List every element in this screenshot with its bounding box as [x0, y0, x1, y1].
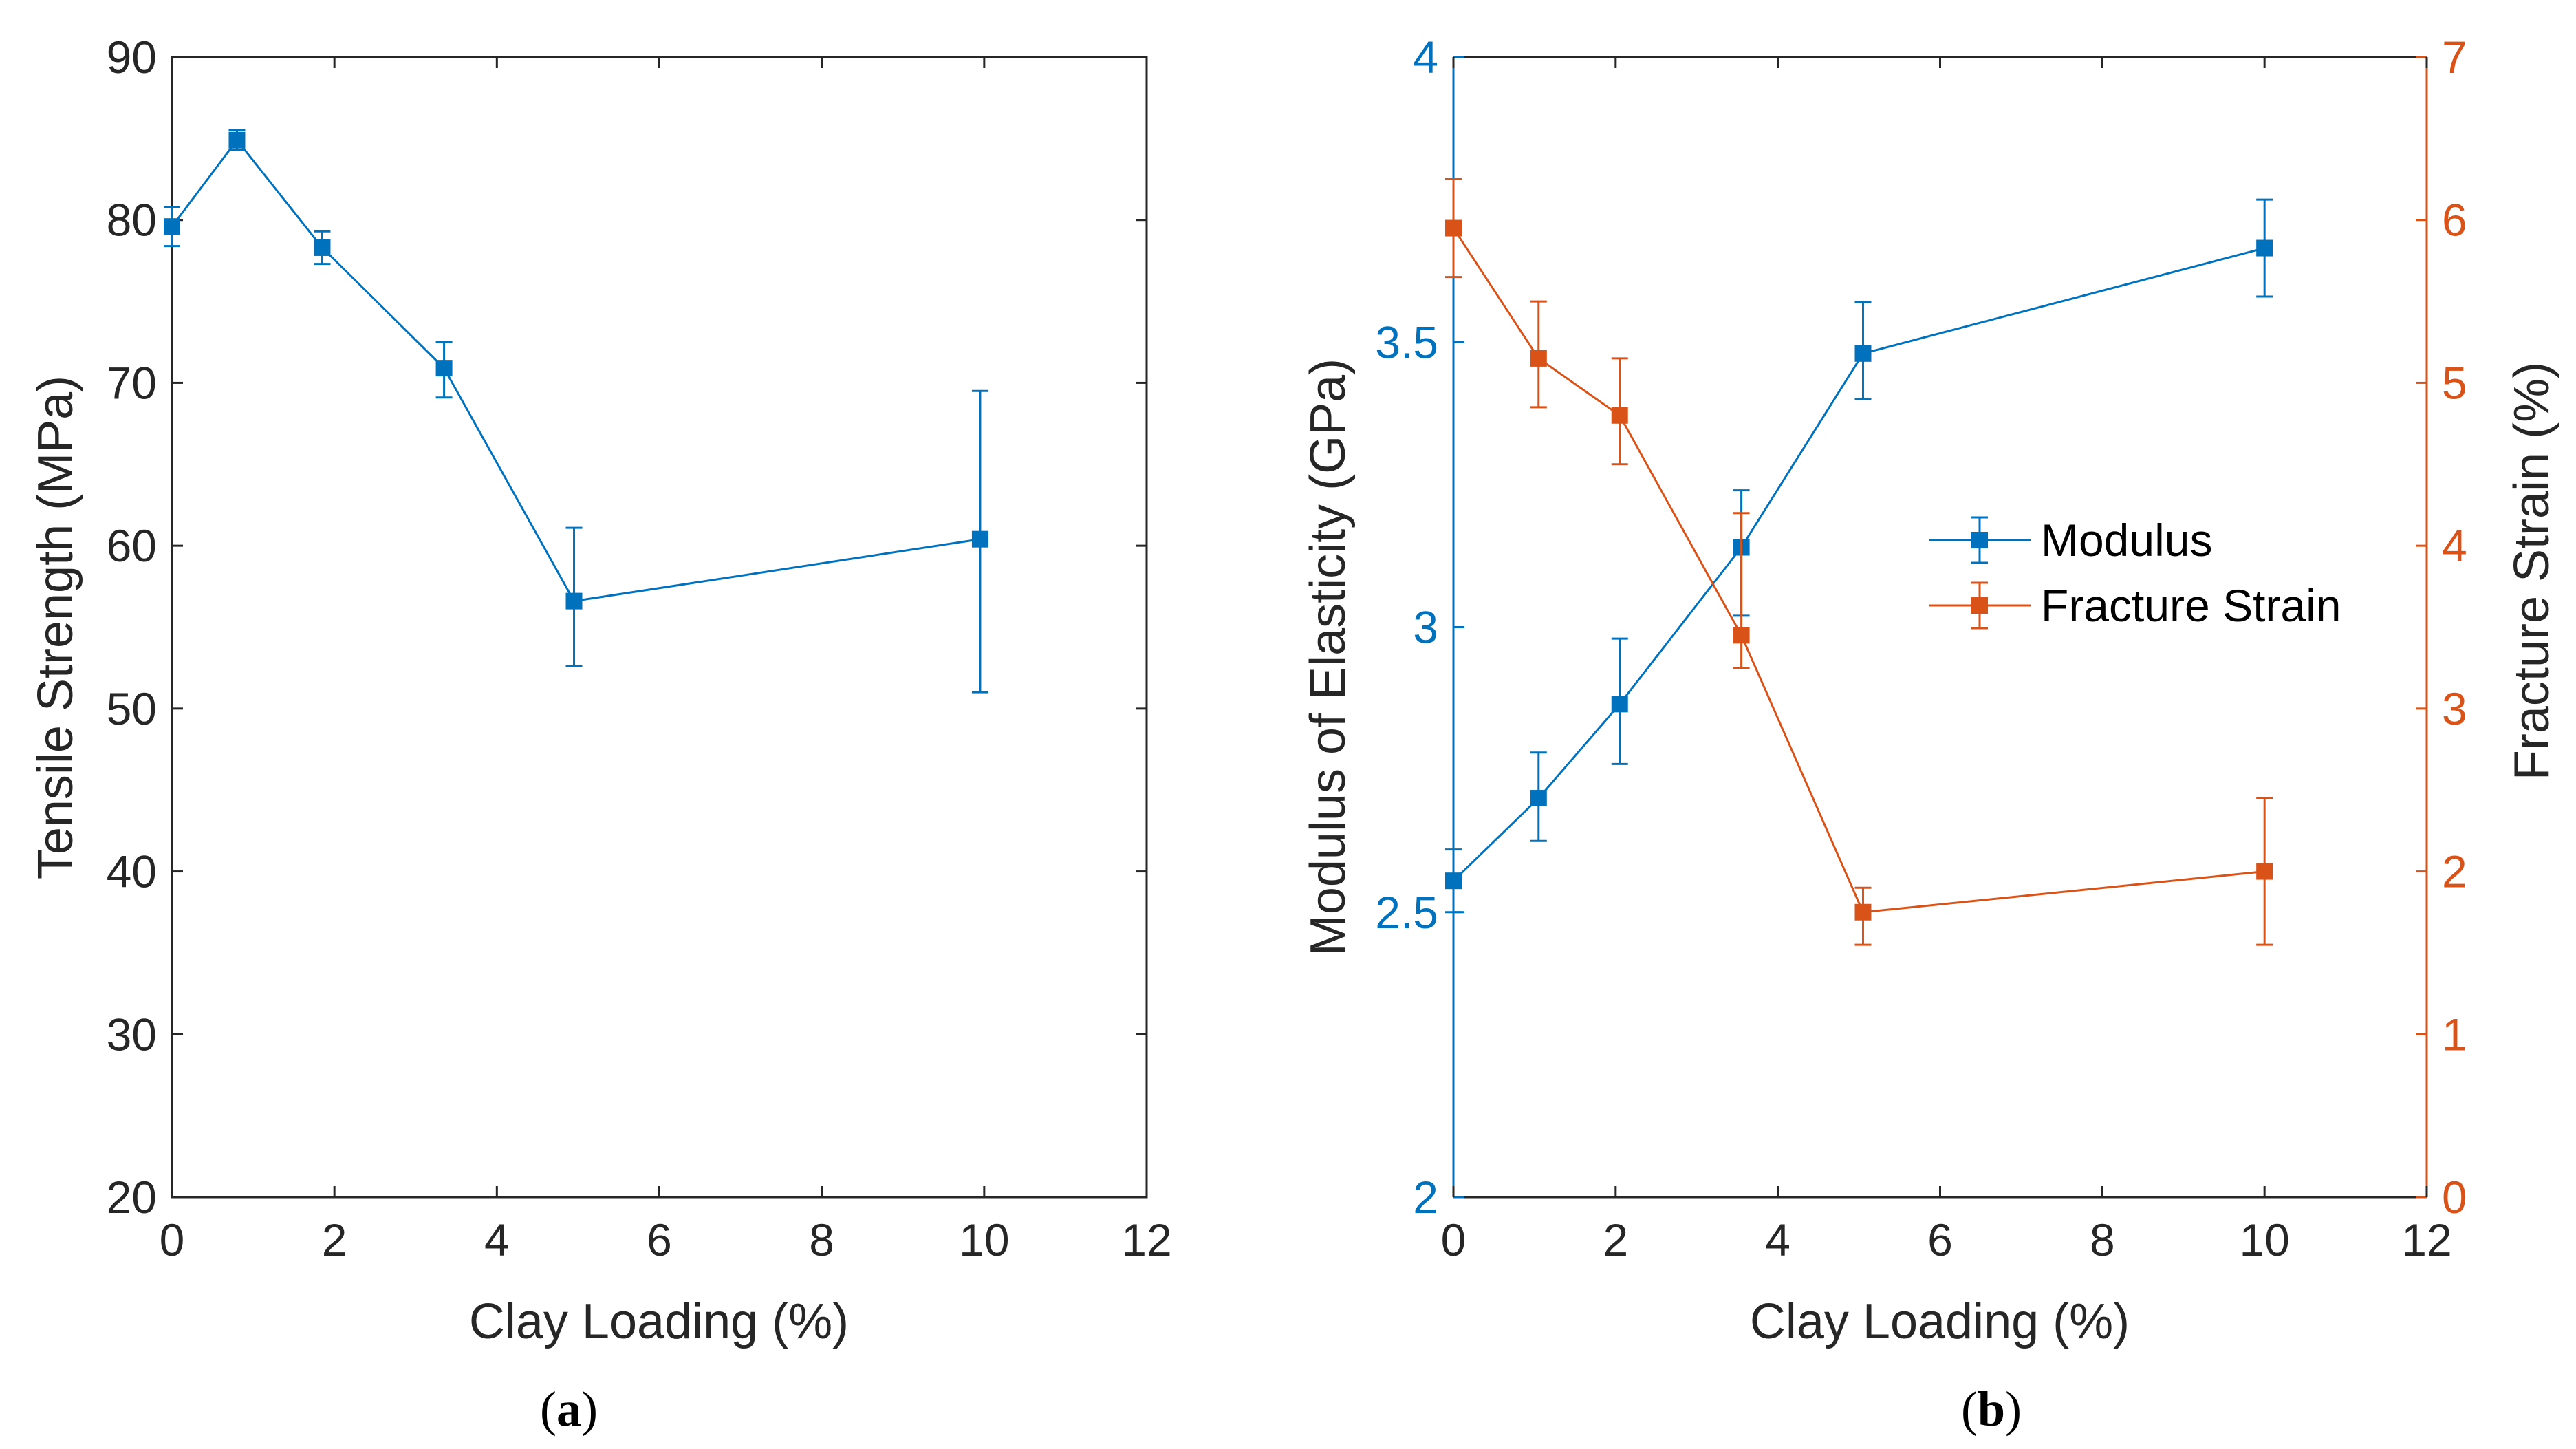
- panel-b-right-y-tick-label: 0: [2442, 1172, 2467, 1223]
- panel-b-left-y-tick-label: 4: [1413, 32, 1438, 83]
- legend-modulus-label: Modulus: [2041, 515, 2212, 566]
- panel-b-x-tick-label: 10: [2239, 1214, 2289, 1265]
- panel-a-tensile-point-5: [971, 530, 988, 548]
- panel-b-fracture-strain-line: [1452, 227, 2265, 914]
- panel-b-fracture-strain-point-4: [1854, 903, 1872, 921]
- panel-b-right-y-tick-label: 4: [2442, 520, 2467, 571]
- panel-b-right-y-tick-label: 3: [2442, 683, 2467, 734]
- panel-a-tensile-point-3: [435, 360, 453, 377]
- panel-b-modulus-point-4: [1854, 345, 1872, 362]
- panel-b-caption: (b): [1961, 1382, 2022, 1437]
- panel-b-x-tick-label: 8: [2090, 1214, 2115, 1265]
- panel-a-x-tick-labels: 0 2 4 6 8 10 12: [160, 1214, 1172, 1265]
- panel-b-left-y-tick-label: 3.5: [1375, 316, 1438, 367]
- panel-a-x-tick-label: 8: [809, 1214, 834, 1265]
- panel-b-x-tick-label: 6: [1927, 1214, 1953, 1265]
- panel-a-x-tick-label: 12: [1121, 1214, 1171, 1265]
- panel-b-fracture-strain-point-5: [2256, 863, 2273, 880]
- panel-b-fracture-strain-point-2: [1611, 407, 1628, 424]
- panel-b-right-y-tick-label: 1: [2442, 1009, 2467, 1060]
- panel-b-modulus-point-1: [1530, 790, 1547, 807]
- panel-b-series: [1445, 178, 2273, 946]
- panel-a-x-tick-label: 6: [647, 1214, 672, 1265]
- panel-b-x-tick-labels: 0 2 4 6 8 10 12: [1441, 1214, 2452, 1265]
- panel-a-x-axis-title: Clay Loading (%): [469, 1294, 849, 1349]
- panel-b-left-y-tick-label: 2.5: [1375, 887, 1438, 938]
- panel-a-caption: (a): [540, 1382, 598, 1437]
- panel-b-x-tick-label: 4: [1765, 1214, 1790, 1265]
- panel-a-tensile-line: [171, 138, 981, 603]
- panel-b-right-y-axis-title: Fracture Strain (%): [2504, 362, 2559, 780]
- panel-a-y-tick-label: 30: [107, 1009, 157, 1060]
- panel-a-x-tick-label: 0: [160, 1214, 185, 1265]
- panel-b-modulus-point-5: [2256, 239, 2273, 257]
- panel-b-legend: Modulus Fracture Strain: [1929, 515, 2341, 631]
- panel-b-right-y-tick-label: 7: [2442, 32, 2467, 83]
- panel-a-y-tick-labels: 20 30 40 50 60 70 80 90: [107, 32, 157, 1223]
- panel-a-y-tick-label: 60: [107, 520, 157, 571]
- panel-b-right-y-tick-label: 5: [2442, 357, 2467, 408]
- panel-b-modulus-point-0: [1445, 872, 1462, 890]
- panel-a-x-tick-label: 10: [959, 1214, 1009, 1265]
- panel-b-modulus-line: [1452, 247, 2265, 882]
- panel-b-x-tick-label: 0: [1441, 1214, 1466, 1265]
- panel-a-y-axis-title: Tensile Strength (MPa): [28, 376, 83, 879]
- panel-a-tensile-point-2: [314, 239, 331, 256]
- panel-a-y-tick-label: 90: [107, 32, 157, 83]
- panel-b-right-y-tick-label: 2: [2442, 846, 2467, 897]
- legend-modulus-marker: [1971, 532, 1988, 548]
- panel-a-y-tick-label: 50: [107, 683, 157, 734]
- panel-b-x-tick-label: 2: [1603, 1214, 1628, 1265]
- legend-fracture-label: Fracture Strain: [2041, 580, 2341, 631]
- panel-b-fracture-strain-point-1: [1530, 350, 1547, 367]
- panel-a-y-tick-label: 20: [107, 1172, 157, 1223]
- panel-a-tensile-strength: 20 30 40 50 60 70 80 90 0 2 4 6 8 10 12 Clay Loading …: [28, 32, 1172, 1437]
- panel-a-y-tick-label: 80: [107, 195, 157, 246]
- panel-a-tensile-point-4: [565, 592, 583, 610]
- panel-b-modulus-point-2: [1611, 696, 1628, 713]
- panel-a-plot-area: [171, 56, 1148, 1199]
- panel-a-x-tick-label: 4: [484, 1214, 510, 1265]
- panel-b-fracture-strain-point-3: [1733, 627, 1750, 644]
- panel-b-right-y-tick-label: 6: [2442, 195, 2467, 246]
- panel-a-x-tick-label: 2: [322, 1214, 347, 1265]
- panel-a-tensile-point-1: [228, 131, 246, 149]
- panel-b-left-y-axis-title: Modulus of Elasticity (GPa): [1301, 358, 1356, 956]
- panel-b-fracture-strain-point-0: [1445, 219, 1462, 237]
- legend-fracture-marker: [1971, 597, 1988, 614]
- panel-a-y-tick-label: 40: [107, 846, 157, 897]
- panel-b-x-axis-title: Clay Loading (%): [1750, 1294, 2130, 1349]
- panel-b-right-y-tick-labels: 0 1 2 3 4 5 6 7: [2442, 32, 2467, 1223]
- panel-b-left-y-tick-label: 2: [1413, 1172, 1438, 1223]
- panel-a-y-tick-label: 70: [107, 357, 157, 408]
- panel-a-tensile-point-0: [164, 218, 180, 235]
- panel-b-left-y-tick-label: 3: [1413, 602, 1438, 653]
- panel-a-series: [164, 129, 988, 694]
- panel-b-x-tick-label: 12: [2401, 1214, 2451, 1265]
- panel-b-left-y-tick-labels: 2 2.5 3 3.5 4: [1375, 32, 1438, 1223]
